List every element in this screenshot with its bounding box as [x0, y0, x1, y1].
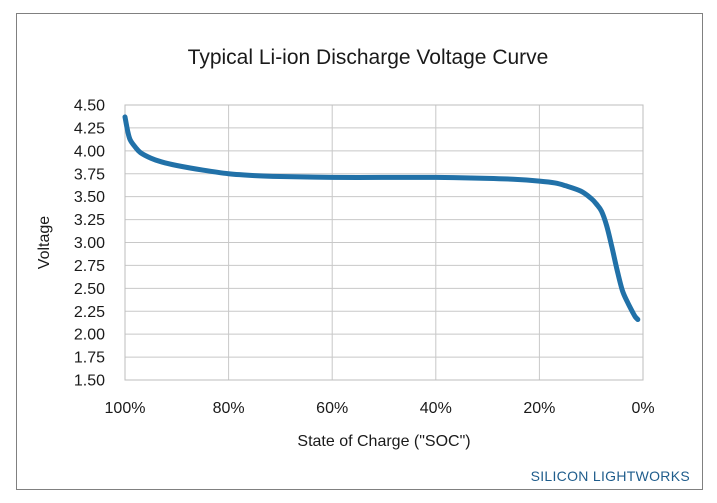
x-tick-label: 60% [316, 400, 348, 417]
x-tick-label: 40% [420, 400, 452, 417]
x-tick-label: 0% [631, 400, 654, 417]
chart-frame [16, 13, 703, 490]
grid [124, 104, 644, 381]
series-layer [122, 114, 641, 322]
x-tick-label: 80% [213, 400, 245, 417]
y-tick-label: 4.50 [74, 98, 105, 115]
y-tick-label: 1.75 [74, 350, 105, 367]
y-tick-label: 3.50 [74, 189, 105, 206]
y-tick-label: 3.75 [74, 166, 105, 183]
x-axis-ticks: 100% 80% 60% 40% 20% 0% [105, 400, 655, 417]
y-tick-label: 4.00 [74, 143, 105, 160]
y-tick-label: 2.25 [74, 304, 105, 321]
y-axis-ticks: 1.50 1.75 2.00 2.25 2.50 2.75 3.00 3.25 3.50 3.75… [74, 98, 105, 390]
y-tick-label: 3.00 [74, 235, 105, 252]
x-tick-label: 100% [105, 400, 146, 417]
x-axis-label: State of Charge ("SOC") [297, 433, 470, 450]
y-tick-label: 2.50 [74, 281, 105, 298]
series-line [122, 114, 641, 322]
brand-label: SILICON LIGHTWORKS [531, 468, 690, 484]
plot-area [124, 104, 644, 381]
y-tick-label: 2.00 [74, 327, 105, 344]
chart-title: Typical Li-ion Discharge Voltage Curve [188, 46, 549, 69]
y-tick-label: 1.50 [74, 373, 105, 390]
y-tick-label: 3.25 [74, 212, 105, 229]
y-tick-label: 2.75 [74, 258, 105, 275]
x-tick-label: 20% [523, 400, 555, 417]
y-axis-label: Voltage [36, 216, 53, 269]
y-tick-label: 4.25 [74, 120, 105, 137]
